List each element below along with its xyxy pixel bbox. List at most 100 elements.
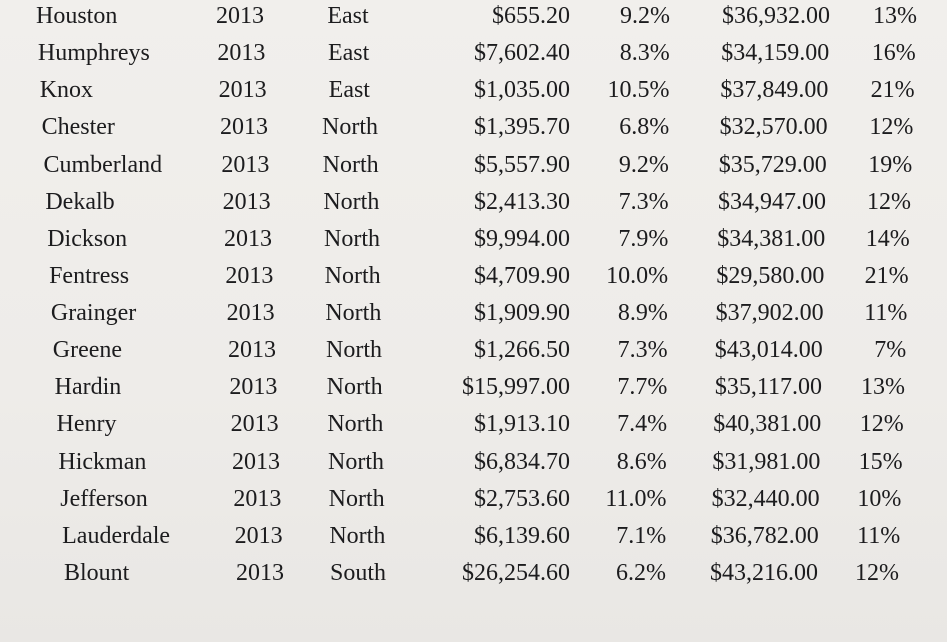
income-cell: $36,932.00 — [722, 3, 830, 29]
pct-cell: 19% — [868, 151, 913, 178]
county-cell: Cumberland — [43, 151, 163, 178]
year-cell: 2013 — [224, 225, 272, 252]
county-cell: Chester — [41, 114, 115, 141]
pct-cell: 12% — [869, 114, 914, 141]
income-cell: $34,947.00 — [718, 188, 826, 215]
income-cell: $32,570.00 — [719, 114, 828, 141]
region-cell: East — [327, 40, 370, 67]
year-cell: 2013 — [218, 77, 267, 104]
rate-cell: 7.1% — [616, 522, 667, 549]
pct-cell: 11% — [857, 522, 901, 549]
amount-cell: $1,913.10 — [474, 411, 570, 438]
pct-cell: 12% — [855, 560, 899, 586]
amount-cell: $9,994.00 — [474, 225, 570, 252]
income-cell: $43,014.00 — [714, 337, 823, 364]
year-cell: 2013 — [220, 114, 268, 141]
year-cell: 2013 — [233, 485, 282, 512]
income-cell: $34,381.00 — [717, 225, 826, 252]
table-row: Greene 2013 North $1,266.50 7.3% $43,014.00 7% — [0, 332, 947, 368]
rate-cell: 7.9% — [618, 225, 669, 252]
table-row: Dekalb 2013 North $2,413.30 7.3% $34,947.00 12… — [0, 184, 947, 220]
year-cell: 2013 — [217, 40, 266, 67]
year-cell: 2013 — [234, 522, 283, 549]
amount-cell: $2,413.30 — [474, 188, 570, 215]
income-cell: $34,159.00 — [721, 40, 830, 67]
pct-cell: 7% — [874, 337, 907, 364]
table-row: Dickson 2013 North $9,994.00 7.9% $34,381.00 1… — [0, 221, 947, 257]
year-cell: 2013 — [229, 374, 278, 401]
region-cell: North — [325, 300, 382, 327]
table-row: Hickman 2013 North $6,834.70 8.6% $31,981.00 1… — [0, 444, 947, 480]
year-cell: 2013 — [228, 337, 276, 364]
county-cell: Lauderdale — [62, 522, 171, 549]
county-cell: Henry — [56, 411, 117, 438]
pct-cell: 10% — [857, 485, 902, 512]
region-cell: North — [322, 114, 378, 141]
income-cell: $35,729.00 — [718, 151, 827, 178]
region-cell: North — [326, 337, 382, 364]
county-cell: Dekalb — [45, 188, 115, 215]
table-row: Jefferson 2013 North $2,753.60 11.0% $32,440.… — [0, 481, 947, 517]
county-cell: Hickman — [58, 448, 147, 475]
rate-cell: 10.0% — [606, 262, 669, 289]
county-cell: Houston — [36, 3, 118, 29]
year-cell: 2013 — [216, 3, 264, 29]
county-cell: Fentress — [49, 262, 130, 289]
county-cell: Grainger — [50, 300, 137, 327]
table-row: Fentress 2013 North $4,709.90 10.0% $29,580.0… — [0, 258, 947, 294]
region-cell: East — [327, 3, 369, 29]
rate-cell: 8.6% — [616, 448, 667, 475]
county-cell: Greene — [52, 337, 123, 364]
amount-cell: $1,395.70 — [474, 114, 570, 141]
county-cell: Blount — [64, 560, 130, 586]
year-cell: 2013 — [230, 411, 279, 438]
rate-cell: 11.0% — [605, 485, 667, 512]
region-cell: North — [329, 522, 386, 549]
pct-cell: 13% — [861, 374, 905, 401]
amount-cell: $5,557.90 — [474, 151, 570, 178]
year-cell: 2013 — [226, 300, 275, 327]
table-row: Chester 2013 North $1,395.70 6.8% $32,570.00 1… — [0, 109, 947, 145]
table-row: Cumberland 2013 North $5,557.90 9.2% $35,729.… — [0, 147, 947, 183]
amount-cell: $26,254.60 — [462, 560, 570, 586]
table-row: Knox 2013 East $1,035.00 10.5% $37,849.00 21% — [0, 72, 947, 108]
rate-cell: 9.2% — [618, 151, 669, 178]
region-cell: North — [322, 151, 379, 178]
table-row: Houston 2013 East $655.20 9.2% $36,932.00 13% — [0, 0, 947, 34]
amount-cell: $1,909.90 — [474, 300, 570, 327]
amount-cell: $6,139.60 — [474, 522, 570, 549]
amount-cell: $4,709.90 — [474, 262, 570, 289]
rate-cell: 6.8% — [619, 114, 670, 141]
amount-cell: $1,035.00 — [474, 77, 570, 104]
region-cell: North — [324, 262, 381, 289]
income-cell: $31,981.00 — [712, 448, 821, 475]
table-row: Henry 2013 North $1,913.10 7.4% $40,381.00 12% — [0, 406, 947, 442]
county-cell: Humphreys — [37, 40, 150, 67]
amount-cell: $1,266.50 — [474, 337, 570, 364]
rate-cell: 8.3% — [619, 40, 670, 67]
pct-cell: 16% — [871, 40, 916, 67]
rate-cell: 8.9% — [617, 300, 668, 327]
rate-cell: 7.4% — [617, 411, 668, 438]
income-cell: $36,782.00 — [710, 522, 819, 549]
table-row: Blount 2013 South $26,254.60 6.2% $43,216.00 1… — [0, 555, 947, 591]
table-row: Humphreys 2013 East $7,602.40 8.3% $34,159.00… — [0, 35, 947, 71]
region-cell: North — [328, 485, 385, 512]
amount-cell: $2,753.60 — [474, 485, 570, 512]
amount-cell: $655.20 — [492, 3, 570, 29]
rate-cell: 10.5% — [607, 77, 670, 104]
income-cell: $40,381.00 — [713, 411, 822, 438]
year-cell: 2013 — [221, 151, 270, 178]
income-cell: $29,580.00 — [716, 262, 825, 289]
income-cell: $35,117.00 — [714, 374, 822, 401]
rate-cell: 7.3% — [618, 188, 669, 215]
region-cell: North — [324, 225, 380, 252]
county-cell: Dickson — [47, 225, 128, 252]
year-cell: 2013 — [232, 448, 280, 475]
pct-cell: 11% — [864, 300, 908, 327]
year-cell: 2013 — [222, 188, 271, 215]
county-cell: Knox — [39, 77, 94, 104]
income-cell: $37,849.00 — [720, 77, 829, 104]
table-row: Hardin 2013 North $15,997.00 7.7% $35,117.00 1… — [0, 369, 947, 405]
